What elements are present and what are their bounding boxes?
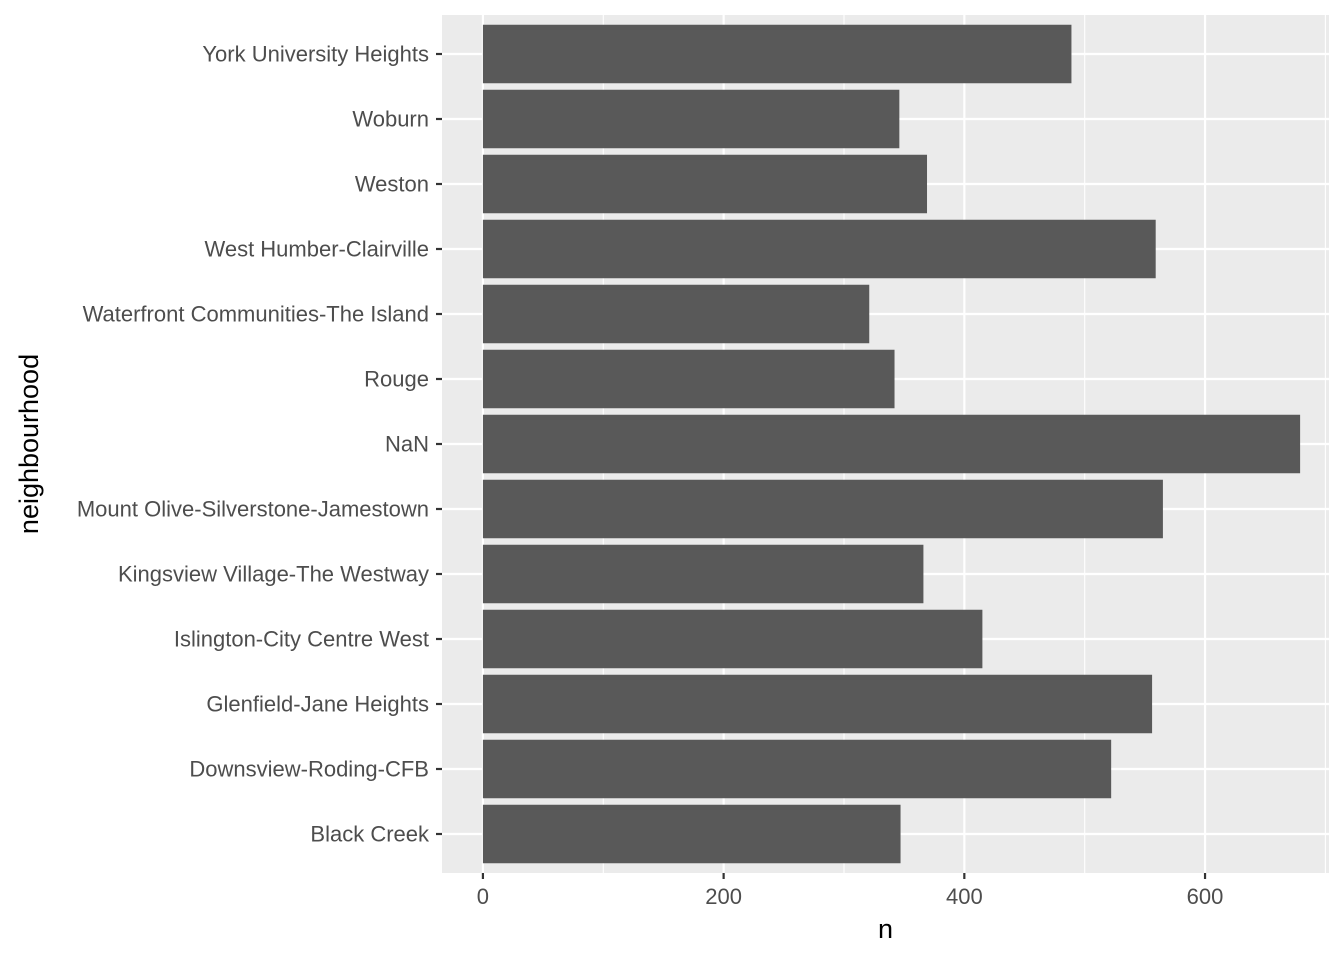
y-axis-title: neighbourhood (14, 354, 44, 534)
y-tick-label: Mount Olive-Silverstone-Jamestown (77, 497, 429, 522)
bars (482, 24, 1301, 864)
bar (482, 804, 901, 864)
x-axis: 0 200 400 600 (477, 873, 1224, 909)
y-tick-label: Downsview-Roding-CFB (189, 757, 429, 782)
y-tick-label: NaN (385, 432, 429, 457)
y-axis: Black Creek Downsview-Roding-CFB Glenfield… (77, 42, 442, 847)
bar (482, 89, 900, 149)
bar (482, 609, 983, 669)
bar (482, 219, 1156, 279)
bar (482, 544, 924, 604)
y-tick-label: Islington-City Centre West (174, 627, 429, 652)
y-tick-label: Glenfield-Jane Heights (206, 692, 429, 717)
bar (482, 414, 1301, 474)
y-tick-label: Waterfront Communities-The Island (83, 302, 429, 327)
x-tick-label: 600 (1187, 884, 1224, 909)
x-axis-title: n (878, 914, 893, 944)
bar (482, 154, 928, 214)
y-tick-label: Woburn (352, 107, 429, 132)
bar (482, 24, 1072, 84)
bar (482, 674, 1153, 734)
y-tick-label: West Humber-Clairville (204, 237, 429, 262)
y-tick-label: Weston (355, 172, 429, 197)
bar (482, 284, 870, 344)
x-tick-label: 200 (705, 884, 742, 909)
bar (482, 479, 1163, 539)
y-tick-label: Kingsview Village-The Westway (118, 562, 429, 587)
x-tick-label: 0 (477, 884, 489, 909)
bar (482, 739, 1112, 799)
x-tick-label: 400 (946, 884, 983, 909)
y-tick-label: York University Heights (202, 42, 429, 67)
y-tick-label: Black Creek (310, 822, 430, 847)
y-tick-label: Rouge (364, 367, 429, 392)
bar (482, 349, 895, 409)
